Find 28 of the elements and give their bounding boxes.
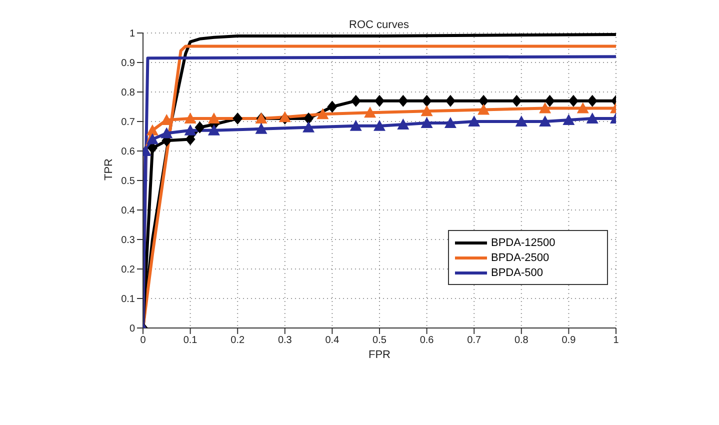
legend-label: BPDA-12500 [491,236,556,248]
y-tick-label: 0.5 [121,176,136,188]
x-tick-label: 1 [613,335,620,346]
x-tick-label: 0.3 [278,335,292,346]
x-tick-label: 0.4 [325,335,340,346]
chart-title: ROC curves [349,19,410,31]
x-tick-label: 0.8 [514,335,529,346]
legend-label: BPDA-500 [491,266,543,278]
y-tick-label: 0.6 [121,146,136,158]
x-tick-label: 0.1 [183,335,198,346]
y-tick-label: 0.2 [121,264,136,276]
y-tick-label: 0.4 [121,206,136,217]
x-tick-label: 0.9 [562,335,576,346]
x-tick-label: 0.5 [372,335,387,346]
x-tick-label: 0 [140,335,146,346]
x-tick-label: 0.6 [420,335,434,346]
y-tick-label: 0.7 [121,117,136,128]
y-tick-label: 0.9 [121,58,136,70]
y-tick-label: 0.1 [121,294,136,306]
y-tick-label: 1 [129,28,136,40]
x-tick-label: 0.2 [230,335,245,346]
y-tick-label: 0.3 [121,235,136,246]
y-axis-title: TPR [102,158,115,180]
legend-label: BPDA-2500 [491,252,550,264]
y-tick-label: 0.8 [121,88,136,99]
x-tick-label: 0.7 [467,335,482,346]
x-axis-title: FPR [368,349,391,361]
y-tick-label: 0 [129,324,136,335]
